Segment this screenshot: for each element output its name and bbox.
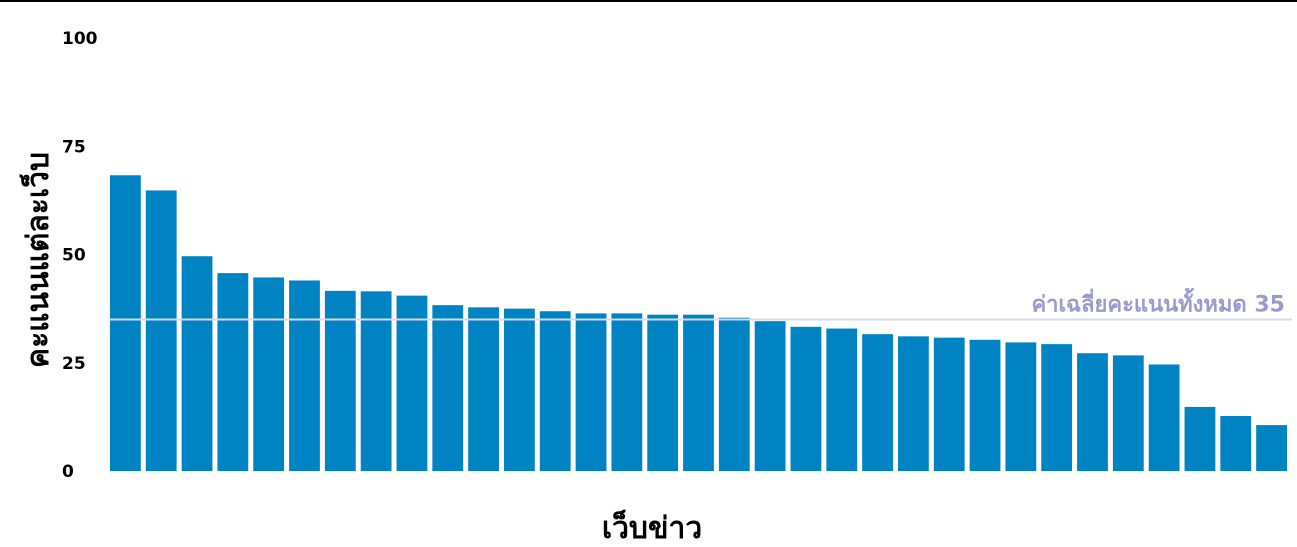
- bar: [110, 175, 141, 471]
- y-axis-title: คะแนนแต่ละเว็บ: [19, 152, 56, 368]
- bar: [1077, 353, 1108, 471]
- bar: [862, 334, 893, 471]
- y-tick-label: 100: [62, 29, 98, 49]
- bar: [934, 338, 965, 471]
- bar: [432, 305, 463, 471]
- bar: [1185, 407, 1216, 471]
- bar: [325, 291, 356, 471]
- bar: [217, 273, 248, 471]
- bar: [719, 318, 750, 471]
- bar: [1113, 355, 1144, 471]
- bar: [146, 190, 177, 471]
- bar: [1005, 342, 1036, 471]
- y-tick-label: 75: [62, 137, 86, 157]
- bar: [468, 307, 499, 471]
- average-reference-label: ค่าเฉลี่ยคะแนนทั้งหมด 35: [1031, 287, 1285, 317]
- y-tick-label: 0: [62, 462, 74, 482]
- bar: [253, 277, 284, 471]
- bar: [791, 327, 822, 471]
- bars: [110, 175, 1287, 471]
- y-axis-ticks: 0 25 50 75 100: [62, 29, 98, 482]
- y-tick-label: 50: [62, 246, 86, 266]
- bar: [504, 309, 535, 471]
- bar: [1041, 344, 1072, 471]
- bar: [289, 280, 320, 471]
- bar: [898, 336, 929, 471]
- bar: [182, 256, 213, 471]
- bar: [755, 321, 786, 471]
- bar: [647, 315, 678, 471]
- bar: [683, 315, 714, 471]
- bar: [576, 313, 607, 471]
- y-tick-label: 25: [62, 354, 86, 374]
- bar: [611, 313, 642, 471]
- bar: [970, 340, 1001, 471]
- bar: [1149, 364, 1180, 471]
- bar: [1256, 425, 1287, 471]
- bar: [361, 291, 392, 471]
- bar: [397, 296, 428, 471]
- x-axis-title: เว็บข่าว: [602, 509, 702, 546]
- bar: [540, 311, 571, 471]
- bar: [1220, 416, 1251, 471]
- bar: [826, 329, 857, 471]
